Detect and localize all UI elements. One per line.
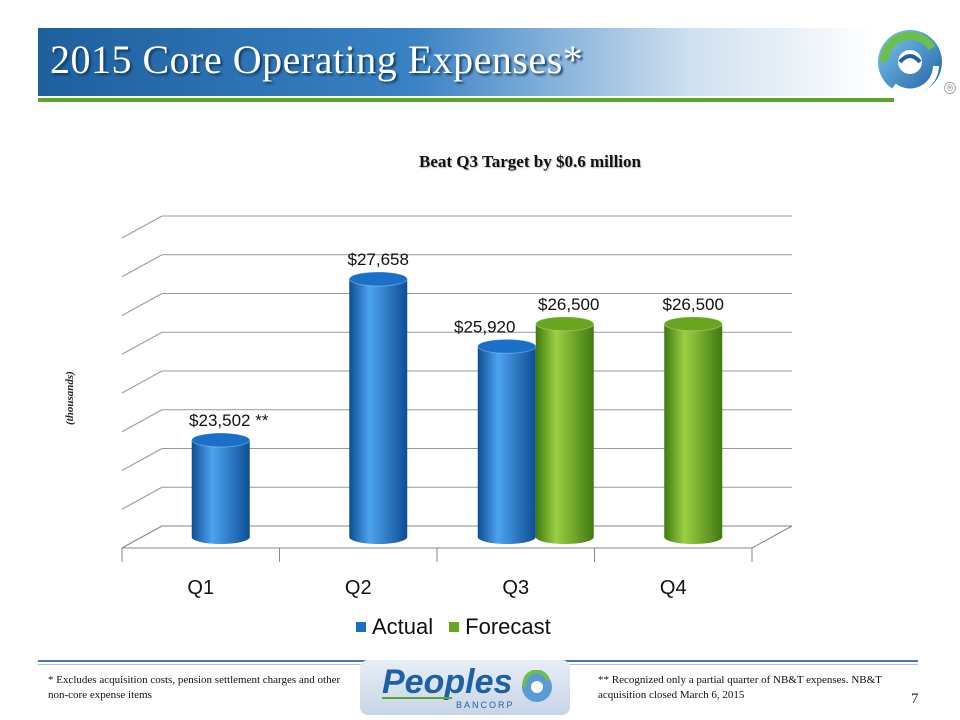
legend-label-forecast: Forecast	[465, 614, 551, 639]
bar-top-actual-q3	[477, 338, 537, 354]
data-label-actual-q1: $23,502 **	[189, 411, 269, 430]
bar-actual-q2	[349, 279, 408, 544]
bar-top-forecast-q4	[663, 316, 723, 332]
grid-diagonal	[121, 254, 163, 278]
bar-top-actual-q1	[191, 432, 251, 448]
grid-diagonal	[121, 370, 163, 394]
logo-mark-icon	[522, 670, 552, 702]
footnote-right: ** Recognized only a partial quarter of …	[598, 674, 882, 701]
x-tick-label-q4: Q4	[660, 577, 687, 599]
x-tick-label-q2: Q2	[345, 577, 372, 599]
legend-item-forecast: Forecast	[449, 614, 551, 640]
grid-diagonal	[121, 409, 163, 433]
legend-label-actual: Actual	[372, 614, 434, 639]
registered-icon: ®	[944, 82, 956, 94]
peoples-bancorp-logo: Peoples BANCORP	[360, 660, 570, 715]
bar-actual-q3	[477, 346, 536, 544]
slide-title: 2015 Core Operating Expenses*	[50, 37, 584, 82]
bar-forecast-q4	[664, 323, 723, 544]
bar-forecast-q3	[535, 323, 594, 544]
data-label-actual-q3: $25,920	[454, 317, 515, 336]
logo-subword: BANCORP	[456, 700, 515, 710]
logo-wordmark: Peoples	[382, 663, 513, 701]
data-label-forecast-q4: $26,500	[663, 295, 724, 314]
page-number: 7	[911, 691, 919, 707]
chart-legend: Actual Forecast	[356, 614, 551, 640]
legend-item-actual: Actual	[356, 614, 433, 640]
grid-diagonal	[121, 293, 163, 316]
chart-floor	[121, 525, 793, 549]
grid-diagonal	[121, 215, 163, 239]
bar-actual-q1	[191, 440, 250, 544]
grid-diagonal	[121, 448, 163, 471]
footnote-left: * Excludes acquisition costs, pension se…	[48, 674, 341, 701]
bar-top-actual-q2	[348, 271, 408, 287]
logo-underline	[382, 697, 452, 699]
data-label-forecast-q3: $26,500	[538, 295, 599, 314]
title-bar: 2015 Core Operating Expenses*	[38, 28, 894, 102]
legend-swatch-actual	[356, 622, 366, 632]
x-tick-label-q3: Q3	[502, 577, 529, 599]
legend-swatch-forecast	[449, 622, 460, 632]
company-logo-icon	[878, 30, 942, 95]
bar-top-forecast-q3	[535, 316, 595, 332]
grid-diagonal	[121, 331, 163, 355]
x-tick-label-q1: Q1	[187, 577, 214, 599]
grid-diagonal	[121, 486, 163, 510]
data-label-actual-q2: $27,658	[348, 250, 409, 269]
chart-subtitle: Beat Q3 Target by $0.6 million	[419, 152, 641, 171]
